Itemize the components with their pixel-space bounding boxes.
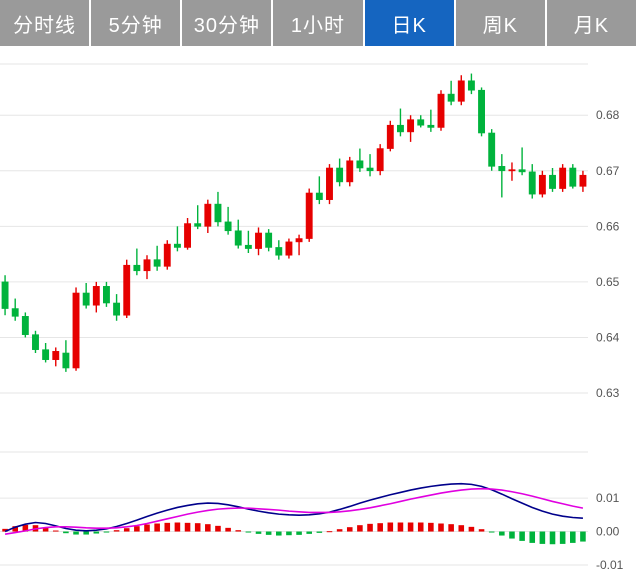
tab-1[interactable]: 5分钟 <box>91 0 181 46</box>
timeframe-tab-bar[interactable]: 分时线 5分钟 30分钟 1小时 日K 周K 月K <box>0 0 636 50</box>
tab-4[interactable]: 日K <box>364 0 454 46</box>
price-ytick-label: 0.68 <box>596 108 620 122</box>
kline-and-macd-svg: 0.63 0.64 0.65 0.66 0.67 0.68 -0.01 0.00 0.01 <box>0 63 624 572</box>
tab-3[interactable]: 1小时 <box>273 0 363 46</box>
price-ytick-label: 0.67 <box>596 164 620 178</box>
price-ytick-label: 0.66 <box>596 219 620 233</box>
price-ytick-label: 0.64 <box>596 330 620 344</box>
tab-6[interactable]: 月K <box>546 0 636 46</box>
macd-line-dea <box>4 487 584 535</box>
chart-area[interactable]: 0.63 0.64 0.65 0.66 0.67 0.68 -0.01 0.00 0.01 <box>0 50 636 580</box>
macd-ytick-label: 0.00 <box>596 525 620 539</box>
price-ytick-label: 0.63 <box>596 386 620 400</box>
candlestick-series <box>1 73 587 372</box>
tab-5[interactable]: 周K <box>455 0 545 46</box>
macd-ytick-label: -0.01 <box>596 558 624 572</box>
macd-ytick-label: 0.01 <box>596 491 620 505</box>
price-ytick-label: 0.65 <box>596 275 620 289</box>
macd-line-diff <box>4 482 583 533</box>
macd-histogram <box>2 522 586 545</box>
tab-0[interactable]: 分时线 <box>0 0 90 46</box>
tab-2[interactable]: 30分钟 <box>182 0 272 46</box>
